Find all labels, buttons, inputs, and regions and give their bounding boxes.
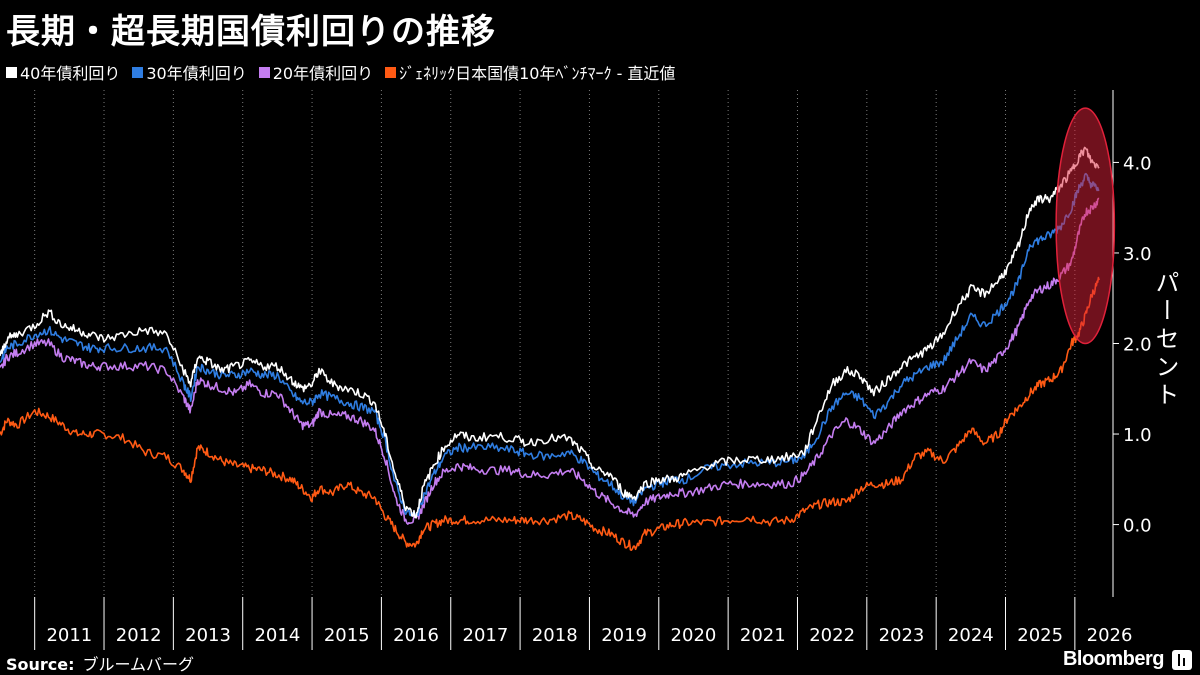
legend-swatch-20y [258, 66, 270, 78]
x-tick-label: 2026 [1087, 625, 1133, 646]
x-tick-label: 2020 [671, 625, 717, 646]
x-tick-label: 2025 [1017, 625, 1063, 646]
legend-item-10y: ｼﾞｪﾈﾘｯｸ日本国債10年ﾍﾞﾝﾁﾏｰｸ - 直近値 [385, 60, 675, 84]
legend-item-40y: 40年債利回り [6, 60, 120, 84]
legend-label-20y: 20年債利回り [272, 64, 374, 83]
legend: 40年債利回り 30年債利回り 20年債利回り ｼﾞｪﾈﾘｯｸ日本国債10年ﾍﾞ… [6, 60, 675, 84]
bloomberg-mark-icon [1172, 650, 1192, 670]
series-line-0 [0, 146, 1100, 519]
x-tick-label: 2018 [532, 625, 578, 646]
x-tick-label: 2016 [393, 625, 439, 646]
chart-title: 長期・超長期国債利回りの推移 [6, 12, 496, 52]
highlight-ellipse [1055, 107, 1116, 345]
y-tick-label: 0.0 [1123, 516, 1152, 537]
y-tick-label: 3.0 [1123, 244, 1152, 265]
series-line-3 [0, 276, 1100, 551]
x-tick-label: 2013 [185, 625, 231, 646]
y-tick-label: 2.0 [1123, 335, 1152, 356]
x-tick-label: 2015 [324, 625, 370, 646]
legend-label-40y: 40年債利回り [20, 64, 121, 83]
legend-swatch-10y [385, 66, 397, 78]
series-line-1 [0, 172, 1100, 517]
x-tick-label: 2022 [809, 625, 855, 646]
x-tick-label: 2011 [46, 625, 92, 646]
source-label: Source: [6, 655, 75, 674]
legend-label-30y: 30年債利回り [146, 64, 247, 83]
y-tick-label: 4.0 [1123, 153, 1152, 174]
legend-swatch-30y [132, 66, 144, 78]
y-tick-label: 1.0 [1123, 425, 1152, 446]
x-tick-label: 2021 [740, 625, 786, 646]
source-text: ブルームバーグ [82, 655, 195, 674]
x-tick-label: 2014 [254, 625, 300, 646]
x-tick-label: 2012 [116, 625, 162, 646]
legend-swatch-40y [6, 66, 17, 78]
x-tick-label: 2024 [948, 625, 994, 646]
x-tick-label: 2017 [463, 625, 509, 646]
legend-item-20y: 20年債利回り [258, 60, 374, 84]
legend-label-10y: ｼﾞｪﾈﾘｯｸ日本国債10年ﾍﾞﾝﾁﾏｰｸ - 直近値 [399, 64, 676, 83]
x-tick-label: 2019 [601, 625, 647, 646]
legend-item-30y: 30年債利回り [132, 60, 247, 84]
x-tick-label: 2023 [879, 625, 925, 646]
bloomberg-logo: Bloomberg [1062, 648, 1165, 670]
series-line-2 [0, 197, 1100, 525]
y-axis-unit-label: パーセント [1151, 270, 1179, 410]
source-note: Source: ブルームバーグ [6, 651, 194, 675]
